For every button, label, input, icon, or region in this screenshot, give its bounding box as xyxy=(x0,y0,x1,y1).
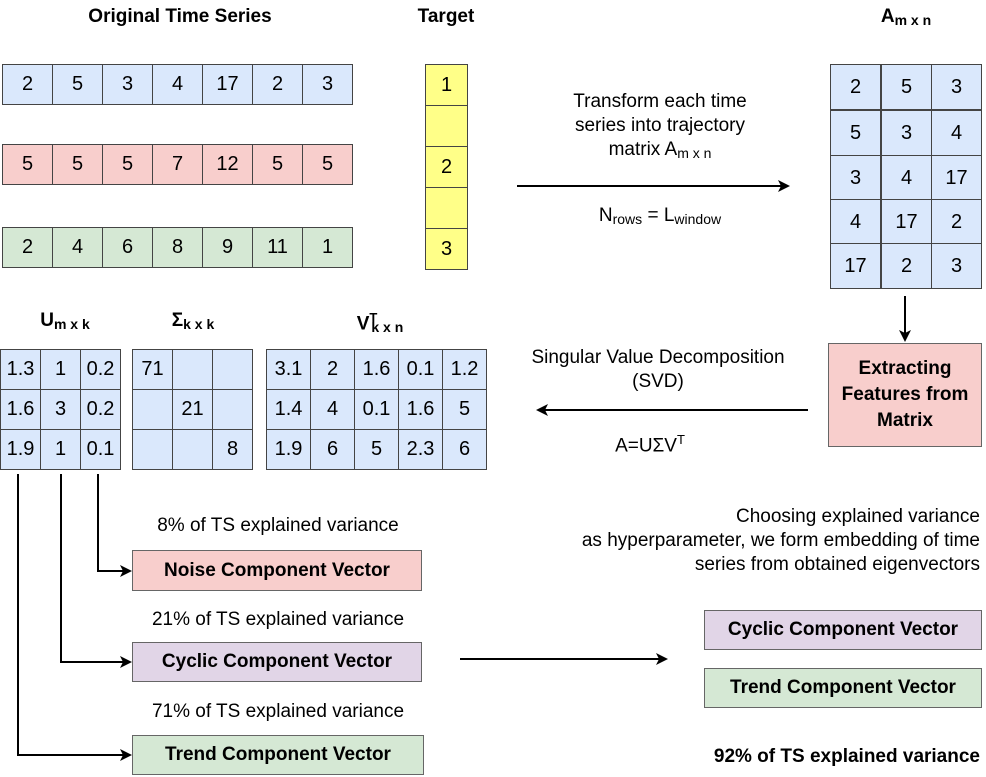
u-matrix-cell: 0.1 xyxy=(80,429,121,470)
svd-line-2: (SVD) xyxy=(632,371,684,392)
total-variance-label: 92% of TS explained variance xyxy=(713,746,980,767)
u-matrix-cell: 1 xyxy=(40,429,81,470)
vt-matrix-cell: 2.3 xyxy=(398,429,443,470)
transform-line-2: series into trajectory xyxy=(574,115,745,136)
u-matrix-cell: 1.9 xyxy=(0,429,41,470)
a-matrix-cell: 5 xyxy=(881,64,932,110)
series-2-cell: 5 xyxy=(302,144,353,185)
series-2-cell: 5 xyxy=(52,144,103,185)
cyclic-arrow xyxy=(60,474,132,668)
transform-text: Transform each time series into trajecto… xyxy=(500,90,820,165)
vt-matrix-cell: 5 xyxy=(442,389,487,430)
vt-matrix-cell: 1.4 xyxy=(266,389,311,430)
vt-matrix-cell: 5 xyxy=(354,429,399,470)
noise-component-box: Noise Component Vector xyxy=(132,550,422,591)
series-1-cell: 5 xyxy=(52,64,103,105)
choosing-line-3: series from obtained eigenvectors xyxy=(694,554,980,575)
vt-matrix-cell: 1.2 xyxy=(442,349,487,390)
series-1-cell: 3 xyxy=(302,64,353,105)
noise-variance-label: 8% of TS explained variance xyxy=(157,515,399,536)
a-matrix-cell: 2 xyxy=(830,64,881,110)
vt-matrix-cell: 0.1 xyxy=(398,349,443,390)
vt-matrix-title: VTk x n xyxy=(356,310,404,336)
result-trend-box: Trend Component Vector xyxy=(704,668,982,708)
extracting-features-box: Extracting Features from Matrix xyxy=(828,343,982,447)
sigma-matrix-cell xyxy=(212,349,253,390)
trend-variance-label: 71% of TS explained variance xyxy=(151,701,405,722)
a-matrix-cell: 17 xyxy=(931,155,982,201)
u-matrix-cell: 1.6 xyxy=(0,389,41,430)
target-title: Target xyxy=(417,6,475,27)
a-matrix-cell: 3 xyxy=(931,64,982,110)
transform-line-3: matrix Am x n xyxy=(608,139,712,161)
series-1-cell: 3 xyxy=(102,64,153,105)
svd-line-1: Singular Value Decomposition xyxy=(531,347,785,368)
transform-line-1: Transform each time xyxy=(573,91,747,112)
series-2-cell: 5 xyxy=(102,144,153,185)
vt-matrix-cell: 6 xyxy=(310,429,355,470)
noise-arrow xyxy=(97,474,132,577)
series-2-cell: 5 xyxy=(2,144,53,185)
a-matrix-cell: 2 xyxy=(931,199,982,245)
sigma-matrix-cell: 8 xyxy=(212,429,253,470)
a-matrix-cell: 4 xyxy=(881,155,932,201)
vt-matrix-cell: 1.6 xyxy=(354,349,399,390)
sigma-matrix-cell xyxy=(212,389,253,430)
trend-component-box: Trend Component Vector xyxy=(132,735,424,775)
vt-matrix-cell: 0.1 xyxy=(354,389,399,430)
series-2-cell: 12 xyxy=(202,144,253,185)
sigma-matrix-title: Σk x k xyxy=(171,310,215,332)
target-cell: 2 xyxy=(425,146,468,188)
u-matrix-cell: 0.2 xyxy=(80,349,121,390)
a-matrix-title: Am x n xyxy=(880,6,932,28)
cyclic-variance-label: 21% of TS explained variance xyxy=(151,609,405,630)
result-cyclic-box: Cyclic Component Vector xyxy=(704,610,982,650)
nrows-formula: Nrows = Lwindow xyxy=(598,205,722,227)
target-cell: 3 xyxy=(425,228,468,270)
series-3-cell: 1 xyxy=(302,227,353,268)
a-matrix-cell: 3 xyxy=(931,243,982,289)
u-matrix-title: Um x k xyxy=(40,310,90,332)
svd-text: Singular Value Decomposition (SVD) xyxy=(500,346,816,394)
series-3-cell: 11 xyxy=(252,227,303,268)
vt-matrix-cell: 6 xyxy=(442,429,487,470)
svd-formula: A=UΣVT xyxy=(615,432,685,457)
series-3-cell: 2 xyxy=(2,227,53,268)
series-3-cell: 8 xyxy=(152,227,203,268)
choosing-line-1: Choosing explained variance xyxy=(736,506,980,527)
series-3-cell: 9 xyxy=(202,227,253,268)
cyclic-component-box: Cyclic Component Vector xyxy=(132,642,422,682)
series-2-cell: 5 xyxy=(252,144,303,185)
choosing-line-2: as hyperparameter, we form embedding of … xyxy=(581,530,980,551)
choosing-text: Choosing explained variance as hyperpara… xyxy=(480,505,980,577)
a-matrix-cell: 17 xyxy=(830,243,881,289)
original-time-series-title: Original Time Series xyxy=(88,6,272,27)
sigma-matrix-cell: 21 xyxy=(172,389,213,430)
a-matrix-cell: 5 xyxy=(830,110,881,156)
a-matrix-cell: 3 xyxy=(881,110,932,156)
trend-arrow xyxy=(17,474,132,761)
a-matrix-cell: 17 xyxy=(881,199,932,245)
a-matrix-cell: 4 xyxy=(830,199,881,245)
sigma-matrix-cell xyxy=(132,429,173,470)
series-1-cell: 4 xyxy=(152,64,203,105)
target-cell xyxy=(425,187,468,229)
series-3-cell: 4 xyxy=(52,227,103,268)
